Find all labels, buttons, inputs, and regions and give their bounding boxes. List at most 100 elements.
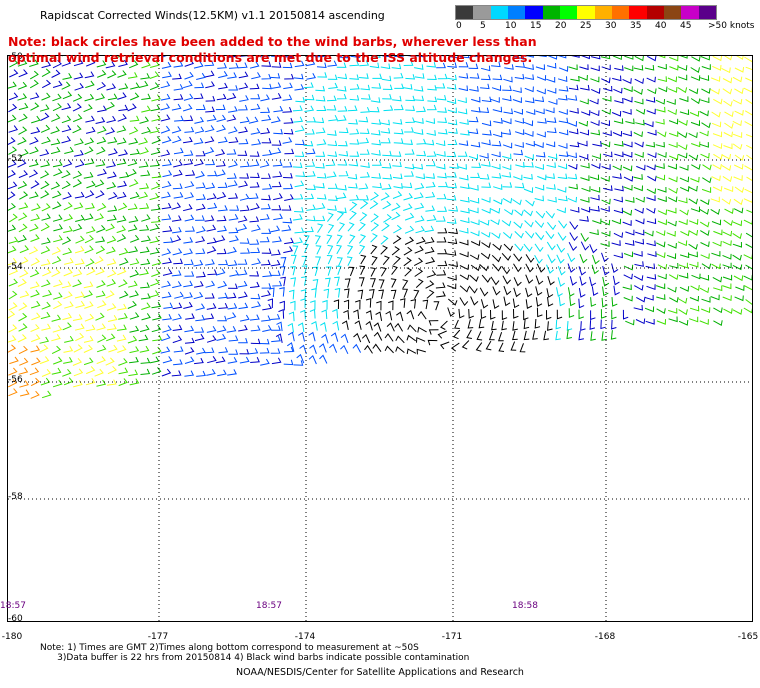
wind-barb — [273, 213, 283, 221]
wind-barb — [393, 128, 404, 135]
wind-barb — [129, 258, 140, 266]
wind-barb — [712, 185, 723, 192]
wind-barb — [425, 280, 435, 289]
wind-barb — [590, 187, 601, 193]
wind-barb — [349, 95, 360, 101]
wind-barb — [722, 262, 732, 269]
wind-barb — [404, 163, 415, 170]
wind-barb — [668, 187, 678, 194]
wind-barb — [304, 105, 315, 112]
wind-barb — [52, 93, 62, 102]
wind-barb — [326, 255, 333, 265]
wind-barb — [205, 280, 216, 288]
wind-barb — [41, 323, 51, 331]
wind-barb — [39, 149, 50, 157]
wind-barb — [282, 107, 293, 113]
wind-barb — [205, 106, 215, 113]
wind-barb — [117, 180, 127, 188]
legend-label: 5 — [480, 21, 486, 31]
wind-barb — [316, 105, 327, 111]
wind-barb — [305, 161, 316, 167]
wind-barb — [669, 131, 679, 137]
wind-barb — [382, 94, 392, 100]
wind-barb — [206, 325, 217, 333]
wind-barb — [238, 104, 248, 111]
wind-barb — [370, 233, 378, 243]
wind-barb — [172, 324, 183, 331]
wind-barb — [536, 263, 546, 273]
wind-barb — [666, 99, 676, 105]
wind-barb — [589, 229, 599, 236]
wind-barb — [74, 82, 84, 91]
wind-barb — [355, 299, 361, 310]
wind-barb — [690, 120, 700, 127]
wind-barb — [501, 220, 512, 227]
wind-barb — [645, 318, 655, 325]
wind-barb — [8, 224, 17, 232]
wind-barb — [743, 274, 752, 281]
wind-barb — [425, 191, 436, 199]
wind-barb — [315, 151, 326, 157]
wind-barb — [425, 256, 436, 265]
wind-barb — [287, 342, 295, 352]
wind-barb — [117, 303, 127, 311]
wind-barb — [41, 60, 52, 69]
wind-barb — [332, 308, 339, 319]
wind-barb — [217, 280, 228, 289]
wind-barb — [184, 337, 195, 344]
wind-barb — [227, 72, 237, 79]
wind-barb — [571, 56, 580, 58]
wind-barb — [580, 175, 590, 182]
wind-barb — [160, 149, 171, 157]
wind-barb — [461, 340, 470, 350]
wind-barb — [206, 56, 214, 58]
wind-barb — [227, 260, 238, 267]
wind-barb — [373, 322, 382, 332]
wind-barb — [94, 368, 104, 377]
wind-barb — [614, 185, 624, 192]
wind-barb — [53, 356, 63, 365]
wind-barb — [250, 172, 260, 179]
wind-barb — [18, 212, 28, 221]
wind-barb — [414, 64, 424, 70]
wind-barb — [129, 126, 139, 135]
wind-barb — [149, 60, 160, 68]
wind-barb — [481, 139, 491, 146]
wind-barb — [283, 183, 293, 190]
wind-barb — [481, 232, 491, 238]
wind-barb — [31, 115, 41, 124]
wind-barb — [603, 85, 613, 92]
wind-barb — [240, 248, 251, 254]
wind-barb — [149, 82, 160, 91]
wind-barb — [625, 197, 635, 203]
wind-barb — [261, 290, 271, 298]
wind-barb — [358, 221, 366, 232]
wind-barb — [733, 175, 743, 182]
wind-barb — [512, 298, 520, 309]
wind-barb — [328, 195, 338, 201]
wind-barb — [491, 254, 502, 263]
wind-barb — [196, 194, 206, 201]
wind-barb — [404, 127, 414, 133]
wind-barb — [371, 119, 382, 125]
wind-barb — [53, 300, 63, 310]
wind-barb — [249, 182, 260, 188]
wind-barb — [658, 56, 666, 59]
wind-barb — [29, 191, 39, 199]
wind-barb — [589, 276, 597, 287]
wind-barb — [173, 160, 183, 168]
wind-barb — [295, 96, 306, 103]
wind-barb — [733, 275, 744, 282]
wind-barb — [140, 282, 150, 289]
wind-barb — [62, 322, 72, 331]
wind-barb — [567, 287, 575, 297]
wind-barb — [678, 197, 688, 204]
wind-barb — [679, 209, 689, 216]
wind-barb — [657, 76, 668, 82]
wind-barb — [271, 147, 282, 155]
wind-barb — [579, 98, 589, 105]
wind-barb — [701, 64, 711, 70]
wind-barb — [736, 56, 744, 60]
wind-barb — [601, 252, 609, 263]
wind-barb — [493, 184, 503, 190]
